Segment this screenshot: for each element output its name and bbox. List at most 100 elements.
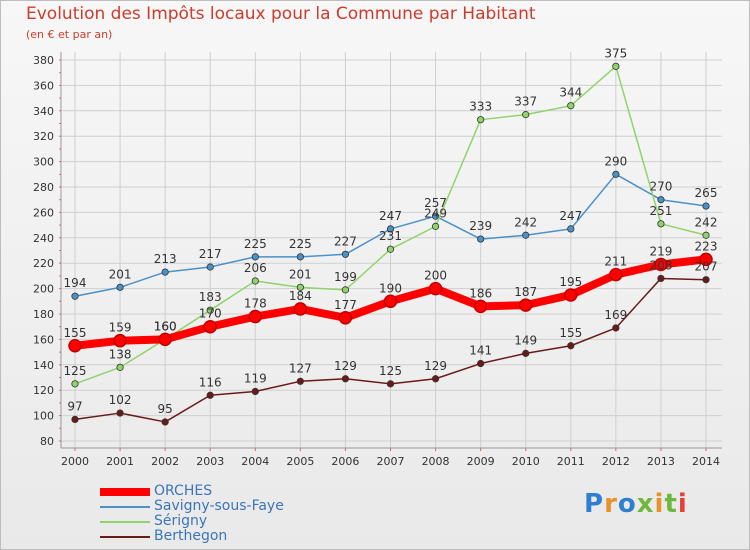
data-point: [428, 281, 443, 296]
y-tick-label: 180: [33, 308, 54, 321]
data-point: [522, 111, 530, 119]
data-point: [161, 418, 169, 426]
x-tick-label: 2004: [241, 455, 269, 468]
legend-item: Savigny-sous-Faye: [100, 499, 284, 514]
data-point: [612, 324, 620, 332]
data-point: [657, 220, 665, 228]
data-label: 169: [604, 308, 627, 322]
data-label: 265: [695, 186, 718, 200]
data-point: [296, 377, 304, 385]
x-tick-label: 2008: [422, 455, 450, 468]
y-tick-label: 140: [33, 359, 54, 372]
data-point: [296, 283, 304, 291]
data-label: 127: [289, 361, 312, 375]
legend-swatch: [100, 505, 150, 508]
x-tick-label: 2010: [512, 455, 540, 468]
data-label: 194: [64, 276, 87, 290]
data-point: [657, 196, 665, 204]
data-label: 160: [154, 319, 177, 333]
data-point: [567, 225, 575, 233]
data-point: [158, 332, 172, 347]
data-point: [206, 263, 214, 271]
data-point: [251, 277, 259, 285]
y-tick-label: 120: [33, 384, 54, 397]
data-label: 187: [514, 285, 537, 299]
data-label: 375: [604, 46, 627, 60]
legend-swatch: [100, 487, 150, 496]
y-tick-label: 300: [33, 156, 54, 169]
data-point: [431, 222, 440, 230]
data-point: [68, 339, 82, 353]
data-point: [248, 309, 263, 324]
data-point: [113, 333, 127, 348]
chart-title: Evolution des Impôts locaux pour la Comm…: [26, 4, 536, 24]
x-tick-label: 2005: [286, 455, 314, 468]
data-label: 155: [64, 326, 87, 340]
legend-swatch: [100, 535, 150, 538]
y-tick-label: 80: [40, 435, 54, 448]
data-point: [702, 202, 710, 210]
data-point: [293, 302, 308, 316]
data-point: [702, 231, 710, 239]
logo-letter: r: [604, 489, 618, 519]
chart-subtitle: (en € et par an): [26, 28, 113, 41]
data-label: 225: [289, 237, 312, 251]
data-point: [71, 292, 79, 300]
x-tick-label: 2002: [151, 455, 179, 468]
data-label: 186: [469, 286, 492, 300]
x-tick-label: 2013: [647, 455, 675, 468]
data-label: 223: [695, 239, 718, 253]
data-label: 249: [424, 206, 447, 220]
data-point: [116, 363, 124, 371]
data-label: 217: [199, 247, 222, 261]
logo-letter: o: [617, 489, 637, 519]
data-point: [338, 311, 353, 325]
data-label: 97: [67, 399, 82, 413]
data-label: 129: [424, 359, 447, 373]
y-tick-label: 160: [33, 333, 54, 346]
data-point: [657, 274, 665, 283]
data-label: 125: [64, 364, 87, 378]
legend-item: ORCHES: [100, 484, 284, 499]
y-tick-label: 260: [33, 206, 54, 219]
data-label: 270: [649, 180, 672, 194]
data-label: 225: [244, 237, 267, 251]
data-label: 178: [244, 297, 267, 311]
data-label: 206: [244, 261, 267, 275]
data-label: 141: [469, 344, 492, 358]
data-label: 160: [154, 319, 177, 333]
data-point: [473, 299, 488, 314]
data-label: 242: [695, 215, 718, 229]
y-tick-label: 240: [33, 232, 54, 245]
data-label: 125: [379, 364, 402, 378]
data-label: 201: [289, 267, 312, 281]
data-point: [206, 391, 214, 399]
data-label: 333: [469, 100, 492, 114]
y-tick-label: 380: [33, 54, 54, 67]
data-label: 207: [695, 260, 718, 274]
data-point: [654, 257, 668, 272]
legend: ORCHES Savigny-sous-Faye Sérigny Berthegon: [100, 484, 284, 544]
data-label: 119: [244, 371, 267, 385]
data-label: 129: [334, 359, 357, 373]
x-tick-label: 2014: [692, 455, 720, 468]
y-tick-label: 360: [33, 79, 54, 92]
y-tick-label: 200: [33, 283, 54, 296]
data-point: [518, 298, 533, 312]
legend-item: Sérigny: [100, 514, 284, 529]
y-tick-label: 220: [33, 257, 54, 270]
data-label: 177: [334, 298, 357, 312]
data-label: 344: [559, 86, 582, 100]
y-tick-label: 100: [33, 410, 54, 423]
data-label: 95: [158, 402, 173, 416]
data-label: 190: [379, 281, 402, 295]
data-label: 247: [379, 209, 402, 223]
x-tick-label: 2011: [557, 455, 585, 468]
line-chart: 80 100 120 140 160 180 200 220 240 260 280 300 320 34…: [33, 46, 722, 468]
data-point: [116, 283, 124, 291]
logo-letter: i: [677, 489, 688, 519]
data-label: 337: [514, 95, 537, 109]
legend-label: ORCHES: [154, 483, 213, 499]
logo-letter: i: [654, 489, 665, 519]
data-point: [431, 212, 440, 220]
